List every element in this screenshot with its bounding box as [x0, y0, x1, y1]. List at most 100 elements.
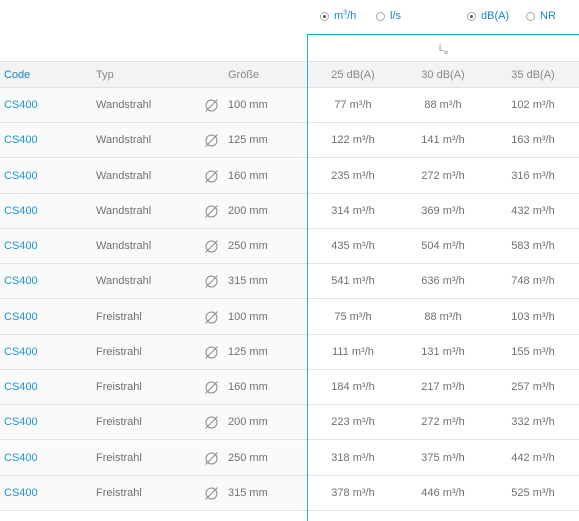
radio-row: m3/h l/s dB(A) NR [0, 6, 579, 26]
row-typ: Freistrahl [96, 381, 142, 393]
row-code-link[interactable]: CS400 [4, 381, 38, 393]
table-row[interactable]: CS400 Wandstrahl 315 mm 541 m³/h 636 m³/h 748… [0, 264, 579, 300]
row-typ: Wandstrahl [96, 240, 152, 252]
row-typ: Wandstrahl [96, 134, 152, 147]
radio-label-m3h: m3/h [334, 9, 357, 22]
diameter-icon [205, 134, 218, 148]
row-value-2: 332 m³/h [511, 416, 555, 429]
row-value-1: 88 m³/h [424, 310, 462, 323]
row-value-2: 103 m³/h [511, 310, 555, 323]
row-left-background [0, 370, 307, 404]
diameter-icon [205, 381, 218, 394]
row-code-link[interactable]: CS400 [4, 169, 38, 182]
row-code-link[interactable]: CS400 [4, 345, 38, 358]
header-25dba: 25 dB(A) [331, 68, 375, 81]
row-left-background [0, 440, 307, 475]
column-divider [307, 61, 308, 521]
row-code-link[interactable]: CS400 [4, 310, 38, 323]
header-typ: Typ [96, 68, 114, 81]
diameter-icon [205, 451, 218, 465]
lw-subscript: w [443, 49, 449, 56]
row-code-link[interactable]: CS400 [4, 416, 38, 429]
row-value-2: 525 m³/h [511, 486, 555, 499]
row-value-2: 442 m³/h [511, 451, 555, 464]
row-left-background [0, 299, 307, 334]
radio-unit-ls[interactable]: l/s [376, 10, 401, 22]
row-value-1: 272 m³/h [421, 169, 465, 182]
row-left-background [0, 405, 307, 440]
row-size: 200 mm [228, 416, 268, 429]
row-value-0: 435 m³/h [331, 240, 375, 252]
header-30dba: 30 dB(A) [421, 68, 465, 81]
table-row[interactable]: CS400 Wandstrahl 125 mm 122 m³/h 141 m³/h 163… [0, 123, 579, 159]
radio-label-ls: l/s [390, 10, 401, 22]
diameter-icon [205, 345, 218, 359]
lw-header: Lw [307, 34, 579, 61]
diameter-icon [205, 486, 218, 500]
row-value-2: 432 m³/h [511, 204, 555, 217]
row-left-background [0, 193, 307, 228]
row-left-background [0, 264, 307, 299]
radio-selected-icon[interactable] [320, 11, 329, 21]
row-value-2: 155 m³/h [511, 345, 555, 358]
diameter-icon [205, 275, 218, 289]
row-value-2: 163 m³/h [511, 134, 555, 147]
row-code-link[interactable]: CS400 [4, 486, 38, 499]
row-value-2: 748 m³/h [511, 275, 555, 288]
row-value-1: 141 m³/h [421, 134, 465, 147]
radio-level-dba[interactable]: dB(A) [467, 10, 509, 22]
radio-empty-icon[interactable] [526, 11, 535, 21]
table-row[interactable]: CS400 Wandstrahl 160 mm 235 m³/h 272 m³/h 316… [0, 158, 579, 194]
row-typ: Wandstrahl [96, 204, 152, 217]
row-value-1: 88 m³/h [424, 99, 462, 111]
row-code-link[interactable]: CS400 [4, 204, 38, 217]
row-value-0: 122 m³/h [331, 134, 375, 147]
row-size: 100 mm [228, 310, 268, 323]
table-row[interactable]: CS400 Freistrahl 315 mm 378 m³/h 446 m³/h 525… [0, 475, 579, 511]
diameter-icon [205, 310, 218, 324]
row-value-1: 636 m³/h [421, 275, 465, 288]
table-row[interactable]: CS400 Freistrahl 250 mm 318 m³/h 375 m³/h 442… [0, 440, 579, 476]
table-row[interactable]: CS400 Freistrahl 125 mm 111 m³/h 131 m³/h 155… [0, 334, 579, 370]
row-value-0: 223 m³/h [331, 416, 375, 429]
header-groesse: Größe [228, 68, 260, 81]
header-code: Code [4, 68, 31, 81]
row-left-background [0, 229, 307, 263]
table-row[interactable]: CS400 Freistrahl 200 mm 223 m³/h 272 m³/h 332… [0, 405, 579, 441]
lw-label: L [438, 43, 444, 53]
row-code-link[interactable]: CS400 [4, 275, 38, 288]
radio-selected-icon[interactable] [467, 11, 476, 21]
table-header-row: Code Typ Größe 25 dB(A) 30 dB(A) 35 dB(A… [0, 61, 579, 88]
row-code-link[interactable]: CS400 [4, 99, 38, 111]
row-size: 160 mm [228, 381, 268, 393]
table-row[interactable]: CS400 Freistrahl 100 mm 75 m³/h 88 m³/h 103 m… [0, 299, 579, 335]
row-typ: Freistrahl [96, 310, 142, 323]
table-row[interactable]: CS400 Wandstrahl 100 mm 77 m³/h 88 m³/h 102 m… [0, 88, 579, 123]
row-value-2: 583 m³/h [511, 240, 555, 252]
table-row[interactable]: CS400 Wandstrahl 200 mm 314 m³/h 369 m³/h 432… [0, 193, 579, 229]
row-value-1: 272 m³/h [421, 416, 465, 429]
row-left-background [0, 123, 307, 158]
row-typ: Wandstrahl [96, 275, 152, 288]
row-code-link[interactable]: CS400 [4, 451, 38, 464]
row-code-link[interactable]: CS400 [4, 240, 38, 252]
row-value-1: 375 m³/h [421, 451, 465, 464]
row-value-1: 131 m³/h [421, 345, 465, 358]
row-size: 160 mm [228, 169, 268, 182]
row-value-2: 257 m³/h [511, 381, 555, 393]
row-value-1: 217 m³/h [421, 381, 465, 393]
row-left-background [0, 158, 307, 193]
radio-level-nr[interactable]: NR [526, 10, 556, 22]
row-size: 125 mm [228, 134, 268, 147]
row-size: 250 mm [228, 451, 268, 464]
table-row[interactable]: CS400 Freistrahl 160 mm 184 m³/h 217 m³/h 257… [0, 370, 579, 405]
row-code-link[interactable]: CS400 [4, 134, 38, 147]
row-typ: Freistrahl [96, 345, 142, 358]
row-value-0: 75 m³/h [334, 310, 372, 323]
row-typ: Wandstrahl [96, 169, 152, 182]
radio-unit-m3h[interactable]: m3/h [320, 9, 357, 22]
row-value-1: 504 m³/h [421, 240, 465, 252]
table-row[interactable]: CS400 Wandstrahl 250 mm 435 m³/h 504 m³/h 583… [0, 229, 579, 264]
row-value-1: 446 m³/h [421, 486, 465, 499]
radio-empty-icon[interactable] [376, 11, 385, 21]
